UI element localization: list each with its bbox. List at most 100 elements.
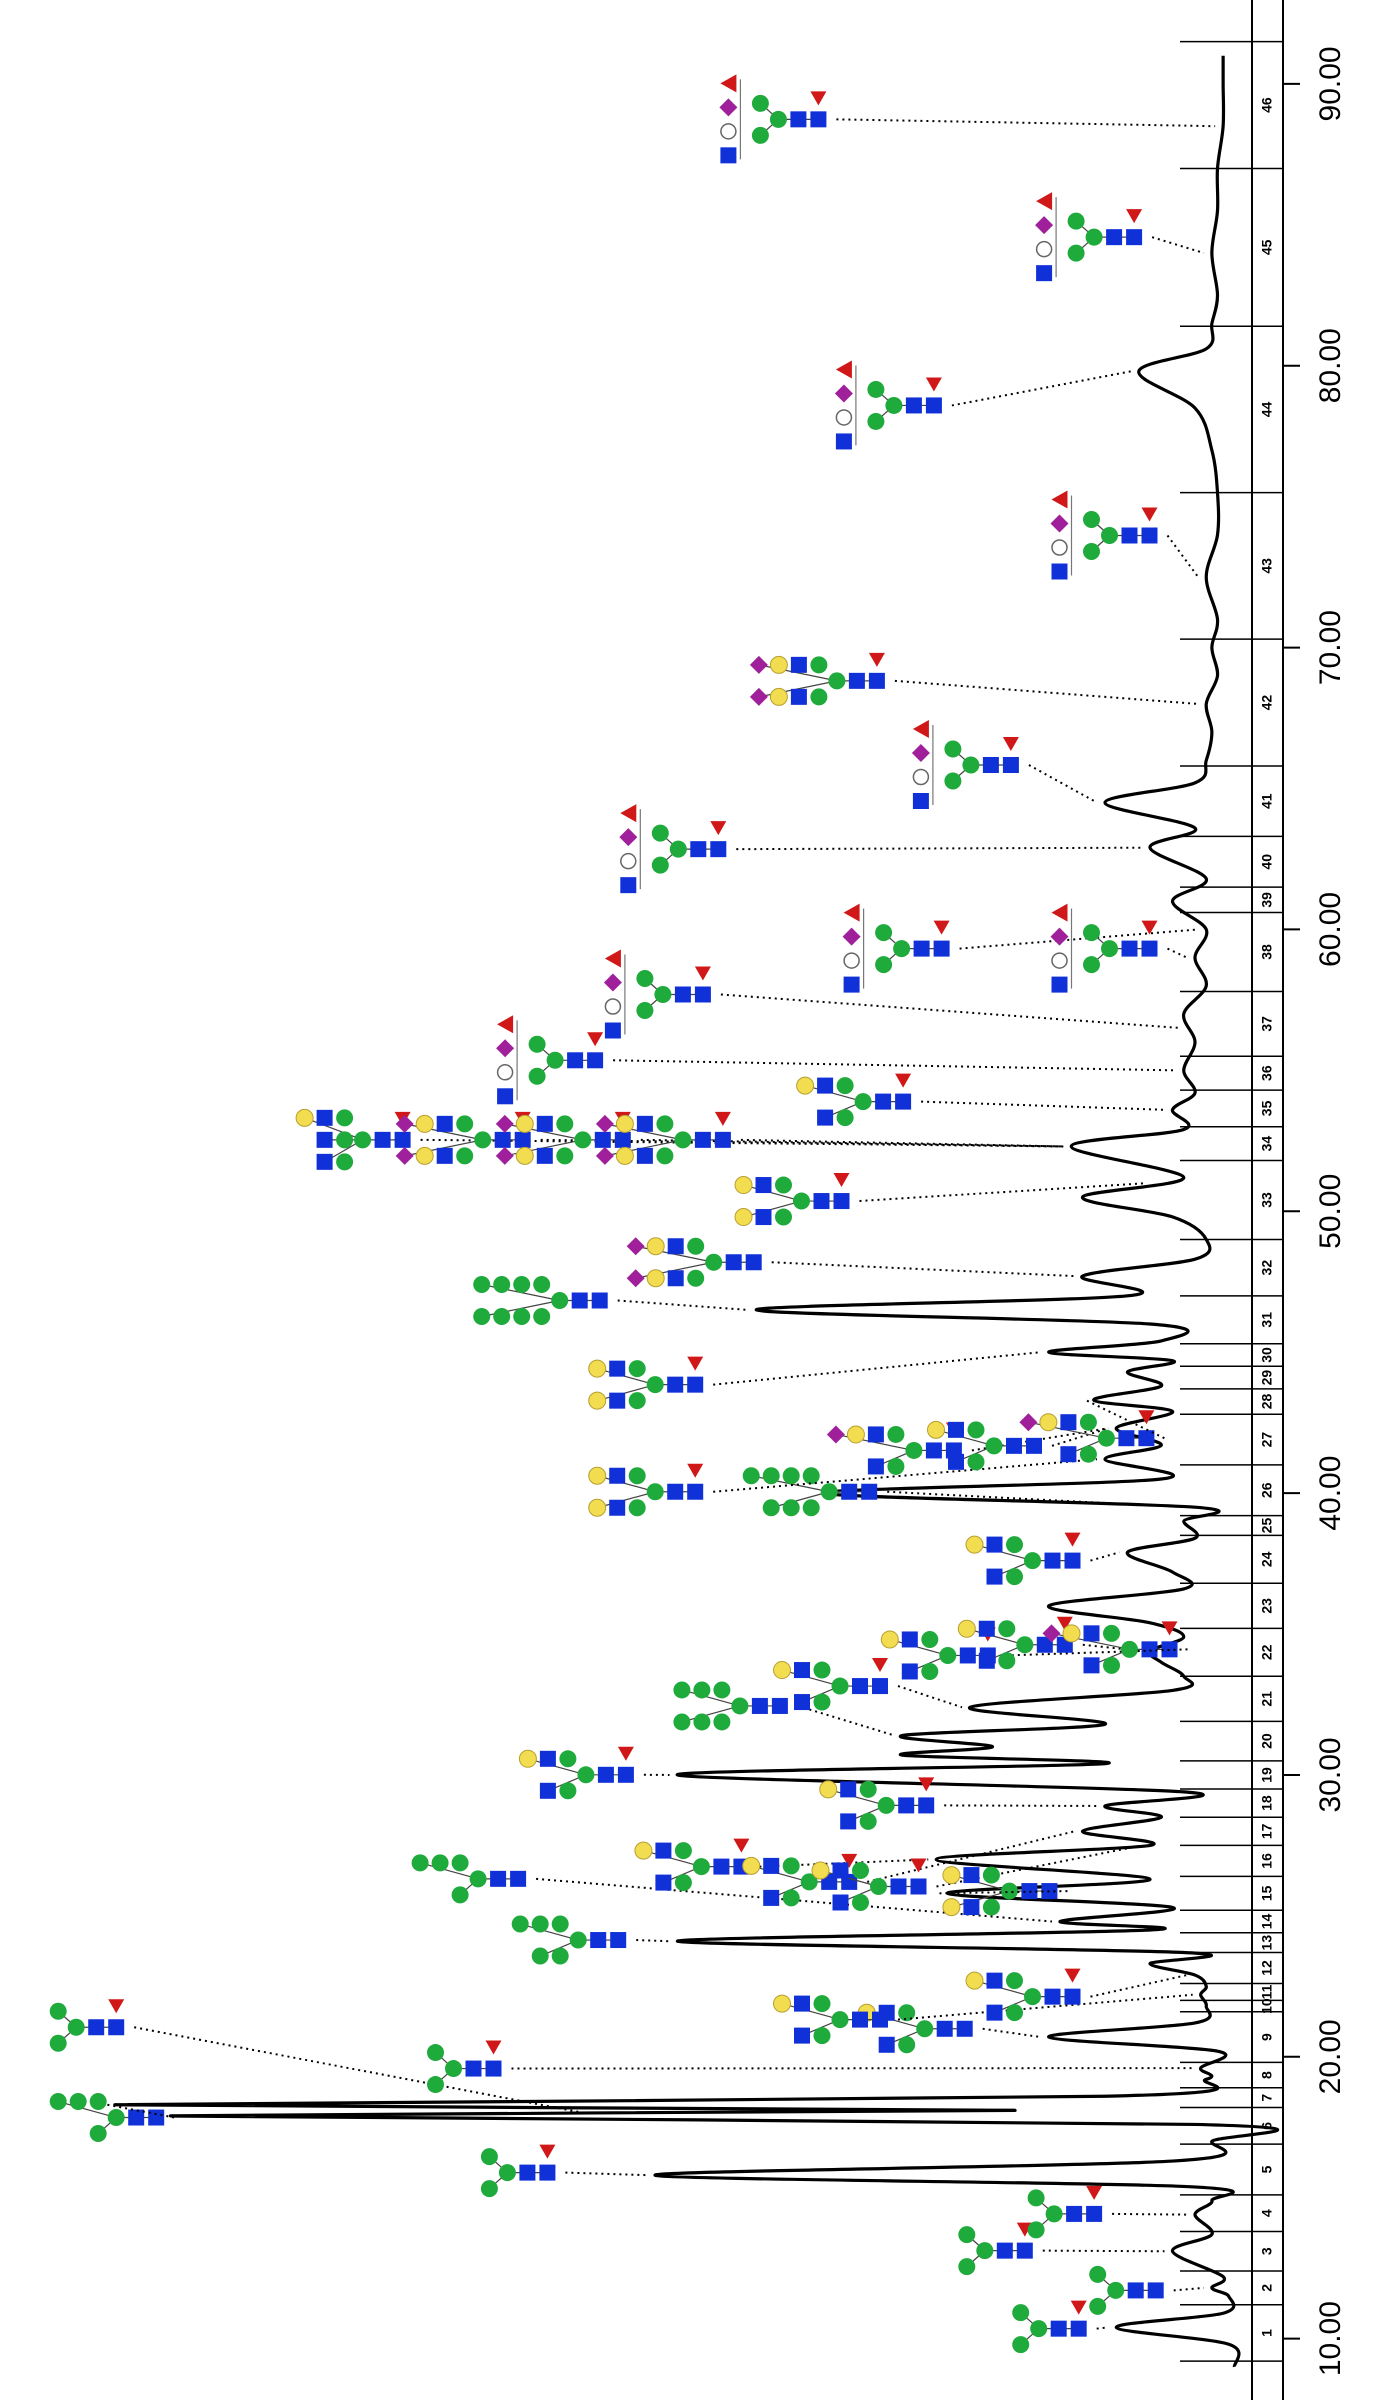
glycan-glcnac xyxy=(1142,1641,1158,1657)
glycan-glcnac xyxy=(108,2019,124,2035)
glycan-glcnac xyxy=(1148,2282,1164,2298)
glycan-hexose xyxy=(559,1750,576,1767)
glycan-hexose xyxy=(875,956,892,973)
glycan-fucose xyxy=(1052,904,1068,922)
glycan-bond xyxy=(967,1629,1025,1645)
glycan xyxy=(1035,192,1142,281)
glycan-fucose xyxy=(926,377,942,391)
glycan-glcnac xyxy=(687,1484,703,1500)
glycan-glcnac xyxy=(609,1393,625,1409)
glycan-glcnac xyxy=(987,1537,1003,1553)
glycan-glcnac xyxy=(979,1621,995,1637)
glycan-glcnac xyxy=(879,2037,895,2053)
glycan xyxy=(519,1747,634,1800)
peak-number: 42 xyxy=(1259,695,1275,711)
glycan-glcnac xyxy=(539,2165,555,2181)
glycan-bond xyxy=(805,1086,863,1102)
glycan-hexose xyxy=(589,1392,606,1409)
glycan-hexose xyxy=(783,1857,800,1874)
glycan-hexose xyxy=(713,1681,730,1698)
glycan-sialic xyxy=(604,974,622,992)
glycan xyxy=(619,804,726,893)
glycan-hexose xyxy=(1012,2336,1029,2353)
glycan-glcnac xyxy=(752,1698,768,1714)
glycan-glcnac xyxy=(791,689,807,705)
glycan-hexose xyxy=(881,1631,898,1648)
glycan xyxy=(481,2145,556,2198)
glycan-hexose xyxy=(810,688,827,705)
glycan-hexose xyxy=(898,2004,915,2021)
glycan-hexose xyxy=(1006,1536,1023,1553)
glycan-glcnac xyxy=(898,1797,914,1813)
glycan-bond xyxy=(744,1201,802,1217)
peak-number: 17 xyxy=(1259,1823,1275,1839)
glycan-galactose-any xyxy=(721,124,736,139)
glycan-galactose-any xyxy=(913,770,928,785)
peak-number: 45 xyxy=(1259,239,1275,255)
peak-number: 12 xyxy=(1259,1960,1275,1976)
glycan-hexose xyxy=(481,2180,498,2197)
glycan-glcnac xyxy=(814,1193,830,1209)
glycan xyxy=(912,720,1019,809)
glycan-sialic xyxy=(827,1425,845,1443)
glycan-galactose-any xyxy=(605,999,620,1014)
glycan-hexose xyxy=(547,1052,564,1069)
peak-number: 19 xyxy=(1259,1767,1275,1783)
glycan-sialic xyxy=(719,98,737,116)
glycan-fucose xyxy=(1003,737,1019,751)
glycan-hexose xyxy=(693,1713,710,1730)
glycan-hexose xyxy=(986,1437,1003,1454)
glycan-glcnac xyxy=(997,2243,1013,2259)
leader-line xyxy=(895,681,1198,704)
glycan xyxy=(1051,904,1158,993)
peak-number: 44 xyxy=(1259,401,1275,417)
peak-number: 3 xyxy=(1259,2247,1275,2255)
glycan-hexose xyxy=(90,2125,107,2142)
glycan-hexose xyxy=(944,773,961,790)
glycan-hexose xyxy=(968,1421,985,1438)
glycan-glcnac xyxy=(1006,1438,1022,1454)
glycan-hexose xyxy=(656,1115,673,1132)
glycan-hexose xyxy=(529,1068,546,1085)
glycan-fucose xyxy=(497,1015,513,1033)
leader-line xyxy=(1168,536,1199,578)
glycan-hexose xyxy=(763,1467,780,1484)
glycan-glcnac xyxy=(1052,977,1068,993)
glycan-glcnac xyxy=(598,1767,614,1783)
glycan-glcnac xyxy=(667,1484,683,1500)
glycan-hexose xyxy=(50,2003,67,2020)
peak-number: 1 xyxy=(1259,2329,1275,2337)
glycan-hexose xyxy=(928,1421,945,1438)
glycan-glcnac xyxy=(1066,2206,1082,2222)
glycan-glcnac xyxy=(833,1862,849,1878)
glycan-glcnac xyxy=(595,1132,611,1148)
leader-line xyxy=(1091,1552,1120,1560)
glycan-bond xyxy=(305,1118,363,1140)
glycan-fucose xyxy=(810,91,826,105)
glycan-hexose xyxy=(887,1458,904,1475)
glycan-glcnac xyxy=(772,1698,788,1714)
glycan-hexose xyxy=(921,1663,938,1680)
glycan-glcnac xyxy=(868,1426,884,1442)
glycan-glcnac xyxy=(1122,528,1138,544)
glycan-hexose xyxy=(893,940,910,957)
glycan-fucose xyxy=(911,1858,927,1872)
glycan xyxy=(750,653,885,706)
glycan-glcnac xyxy=(840,1813,856,1829)
glycan-hexose xyxy=(1101,527,1118,544)
glycan-hexose xyxy=(943,1867,960,1884)
glycan-bond xyxy=(782,2004,840,2020)
glycan-hexose xyxy=(847,1426,864,1443)
glycan-hexose xyxy=(473,1308,490,1325)
glycan-hexose xyxy=(552,1916,569,1933)
glycan-fucose xyxy=(710,821,726,835)
glycan-glcnac xyxy=(810,111,826,127)
leader-line xyxy=(1168,949,1188,958)
glycan-hexose xyxy=(944,741,961,758)
leader-line xyxy=(134,2027,585,2113)
glycan-hexose xyxy=(675,1842,692,1859)
glycan xyxy=(1019,1410,1154,1463)
leader-line xyxy=(1112,2214,1187,2215)
glycan-hexose xyxy=(837,1109,854,1126)
